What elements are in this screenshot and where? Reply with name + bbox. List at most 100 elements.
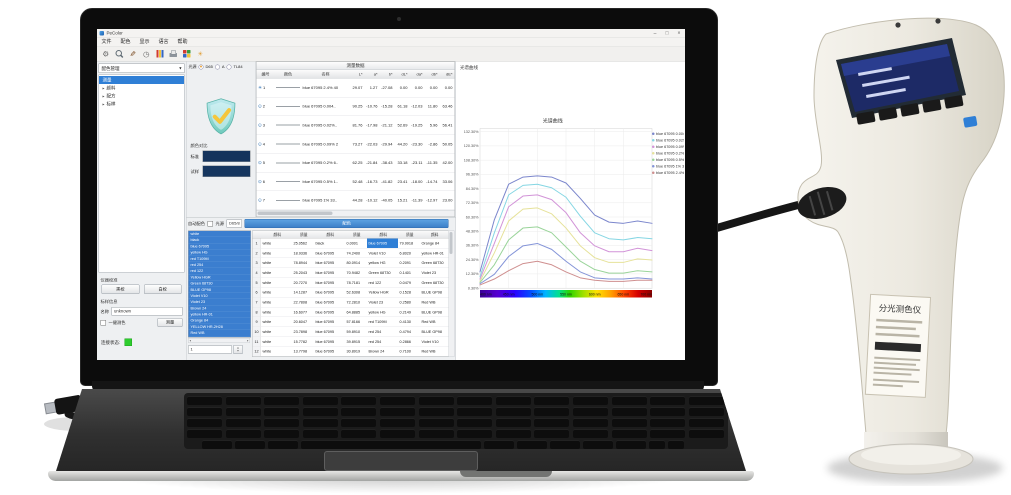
recipe-row[interactable]: 10 white 23.7898 blue 67095 59.8910 red 254 0.… — [252, 327, 450, 337]
illuminant-radio-A[interactable] — [214, 64, 220, 70]
measurement-row[interactable]: ⊙ 4 blue 67095 0.09% 2 73.27 -22.03 -29.94 44.… — [256, 135, 455, 154]
recipe-cell[interactable]: blue 67095 — [315, 299, 335, 305]
settings-gear-icon[interactable]: ⚙ — [102, 49, 110, 59]
recipe-cell[interactable]: 0.1528 — [399, 290, 411, 295]
recipe-cell[interactable]: Yellow HGR — [368, 290, 389, 295]
vertical-scrollbar[interactable] — [448, 230, 455, 357]
pigment-item[interactable]: black — [188, 237, 251, 244]
recipe-row[interactable]: 9 white 20.6047 blue 67095 57.8166 red T109M 0… — [252, 317, 450, 328]
pigment-item[interactable]: white — [188, 231, 251, 238]
recipe-cell[interactable]: BLUE GP98 — [421, 329, 442, 334]
horizontal-scrollbar[interactable] — [256, 210, 455, 217]
recipe-cell[interactable]: blue 67095 — [315, 260, 335, 266]
recipe-cell[interactable]: Violet 23 — [421, 270, 437, 275]
illuminant-radio-D65[interactable] — [198, 64, 204, 70]
recipe-row[interactable]: 8 white 16.6077 blue 67095 64.8885 yellow HG 0… — [252, 307, 450, 318]
recipe-cell[interactable]: white — [262, 280, 272, 285]
recipe-cell[interactable]: 0.0479 — [399, 280, 411, 285]
recipe-row[interactable]: 3 white 78.8944 blue 67095 80.0914 yellow HG 0… — [252, 258, 450, 269]
pigment-item[interactable]: red T109M — [188, 256, 251, 262]
recipe-cell[interactable]: 59.8910 — [346, 329, 361, 334]
recipe-cell[interactable]: white — [262, 250, 272, 256]
recipe-cell[interactable]: white — [262, 240, 272, 246]
recipe-cell[interactable]: Red WB — [421, 349, 436, 354]
recipe-cell[interactable]: 13.7798 — [293, 349, 308, 354]
recipe-cell[interactable]: yellow HG — [368, 309, 386, 315]
recipe-cell[interactable]: 0.4794 — [399, 329, 411, 334]
recipe-cell[interactable]: 57.8166 — [346, 319, 361, 325]
recipe-cell[interactable]: white — [262, 299, 272, 305]
match-illuminant-checkbox[interactable] — [207, 220, 214, 227]
recipe-cell[interactable]: 79.9918 — [399, 240, 414, 246]
scrollbar-thumb[interactable] — [257, 211, 333, 215]
palette-icon[interactable] — [181, 48, 193, 60]
match-button[interactable]: 配色 — [244, 219, 449, 228]
recipe-cell[interactable]: 25.0562 — [293, 240, 308, 246]
recipe-cell[interactable]: 80.0914 — [346, 260, 361, 266]
measurement-row[interactable]: ⊙ 5 blue 67095 0.2% 6.. 62.25 -21.84 -38.43 33… — [256, 154, 455, 173]
recipe-cell[interactable]: 0.7100 — [399, 349, 411, 354]
recipe-cell[interactable]: 78.8944 — [293, 260, 308, 266]
recipe-cell[interactable]: blue 67095 — [367, 238, 398, 248]
illuminant-radio-TL84[interactable] — [226, 64, 232, 70]
pigment-item[interactable]: Green 68T30 — [188, 281, 251, 287]
recipe-cell[interactable]: 6.8020 — [399, 250, 411, 256]
scroll-left-icon[interactable]: ◂ — [189, 339, 192, 343]
name-input[interactable]: unknown — [111, 307, 183, 316]
recipe-cell[interactable]: 70.9482 — [346, 270, 361, 275]
menu-item-5[interactable]: 帮助 — [177, 39, 188, 45]
recipe-cell[interactable]: 22.7808 — [293, 299, 308, 305]
recipe-cell[interactable]: 20.6047 — [293, 319, 308, 325]
recipe-cell[interactable]: 72.2810 — [346, 299, 361, 305]
close-button[interactable]: × — [677, 30, 681, 36]
pigment-item[interactable]: Violet V10 — [188, 293, 251, 300]
measurement-row[interactable]: ⊙ 2 blue 67095 0.004.. 90.25 -10.76 -15.28 61.… — [256, 97, 455, 117]
recipe-row[interactable]: 4 white 25.2043 blue 67095 70.9482 Green 68T3… — [252, 268, 450, 278]
recipe-cell[interactable]: Orange 84 — [421, 240, 440, 246]
recipe-cell[interactable]: white — [262, 319, 272, 325]
tree-item-3[interactable]: ▸ 配方 — [99, 92, 184, 100]
recipe-cell[interactable]: blue 67095 — [315, 280, 335, 285]
recipe-cell[interactable]: white — [262, 309, 272, 315]
pigment-item[interactable]: Red WB — [188, 330, 251, 337]
pigment-item[interactable]: Yellow HGR — [188, 274, 251, 281]
recipe-cell[interactable]: white — [262, 260, 272, 266]
recipe-cell[interactable]: 0.2149 — [399, 309, 411, 315]
recipe-cell[interactable]: blue 67095 — [315, 349, 335, 354]
light-source-icon[interactable]: ☀ — [197, 49, 204, 58]
recipe-cell[interactable]: 25.2043 — [293, 270, 308, 275]
recipe-cell[interactable]: 0.0001 — [346, 240, 358, 246]
maximize-button[interactable]: □ — [665, 30, 669, 36]
recipe-cell[interactable]: red 254 — [368, 329, 382, 334]
recipe-cell[interactable]: black — [315, 240, 325, 246]
edit-pen-icon[interactable]: ✎ — [128, 50, 137, 57]
tree-item-4[interactable]: ▸ 标样 — [99, 100, 184, 108]
pigment-item[interactable]: yellow HG — [188, 250, 251, 256]
recipe-cell[interactable]: 20.7270 — [293, 280, 308, 285]
recipe-cell[interactable]: blue 67095 — [315, 290, 335, 295]
recipe-cell[interactable]: 0.2091 — [399, 260, 411, 266]
measurement-row[interactable]: ⊙ 3 blue 67095 0.02%.. 81.76 -17.98 -21.12 52.… — [256, 116, 455, 135]
recipe-cell[interactable]: 0.4130 — [399, 319, 411, 325]
recipe-row[interactable]: 2 white 18.9336 blue 67095 74.2400 Violet V10… — [252, 248, 450, 259]
recipe-cell[interactable]: 78.7181 — [346, 280, 361, 285]
measurement-row[interactable]: ⊙ 6 blue 67095 0.5% 1.. 52.48 -16.73 -41.82 23… — [256, 172, 455, 192]
recipe-cell[interactable]: 16.6077 — [293, 309, 308, 315]
onekey-checkbox[interactable] — [100, 319, 106, 326]
recipe-row[interactable]: 6 white 14.1287 blue 67095 52.6308 Yellow HGR… — [252, 287, 450, 298]
menu-item-3[interactable]: 显示 — [139, 39, 150, 45]
recipe-cell[interactable]: white — [262, 329, 272, 334]
recipe-cell[interactable]: Green 68T30 — [421, 280, 444, 285]
recipe-cell[interactable]: red 254 — [368, 339, 382, 344]
recipe-cell[interactable]: red 122 — [368, 280, 382, 285]
library-select[interactable]: 配色管理 ▾ — [98, 63, 185, 73]
recipe-cell[interactable]: Green 68T30 — [368, 270, 391, 275]
recipe-cell[interactable]: white — [262, 290, 272, 295]
recipe-cell[interactable]: Violet V10 — [368, 250, 386, 256]
recipe-cell[interactable]: blue 67095 — [315, 270, 335, 275]
black-calibration-button[interactable]: 黑校 — [101, 284, 140, 294]
recipe-cell[interactable]: blue 67095 — [315, 309, 335, 315]
recipe-cell[interactable]: 0.1401 — [399, 270, 411, 275]
pigment-item[interactable]: blue 67095 — [188, 243, 251, 250]
recipe-cell[interactable]: blue 67095 — [315, 329, 335, 334]
